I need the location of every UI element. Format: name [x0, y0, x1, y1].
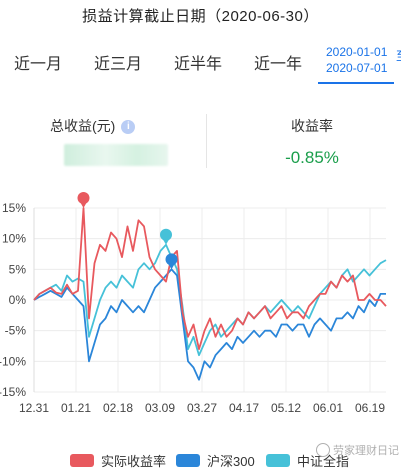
y-tick-label: 15% — [2, 201, 26, 215]
series-line-actual — [33, 207, 387, 351]
y-tick-label: -5% — [5, 324, 27, 338]
y-tick-label: 10% — [2, 232, 26, 246]
return-rate-label: 收益率 — [291, 118, 333, 134]
tab-3m[interactable]: 近三月 — [94, 56, 143, 73]
tab-1y[interactable]: 近一年 — [254, 56, 303, 73]
legend-swatch-zz — [266, 454, 290, 467]
total-income-label: 总收益(元) — [50, 118, 116, 134]
total-income-block: 总收益(元) i — [50, 116, 210, 136]
page-title: 损益计算截止日期（2020-06-30） — [82, 7, 319, 25]
divider — [206, 114, 207, 168]
x-tick-label: 06.19 — [355, 401, 385, 415]
x-tick-label: 04.17 — [229, 401, 259, 415]
x-tick-label: 05.12 — [271, 401, 301, 415]
return-rate-value: -0.85% — [285, 148, 339, 167]
period-tabs: 近一月 近三月 近半年 近一年 2020-01-01 2020-07-01 至 — [0, 40, 401, 84]
marker-pin-hs300 — [165, 253, 178, 266]
legend-label-zz: 中证全指 — [297, 454, 350, 469]
marker-pin-actual — [77, 192, 90, 204]
tab-custom-range[interactable]: 2020-01-01 2020-07-01 至 — [318, 44, 401, 84]
tab-1m[interactable]: 近一月 — [14, 56, 63, 73]
header-bar: 损益计算截止日期（2020-06-30） — [0, 0, 401, 30]
legend-actual[interactable]: 实际收益率 — [70, 451, 166, 470]
range-separator: 至 — [396, 48, 401, 64]
chart-legend: 实际收益率 沪深300 中证全指 — [0, 446, 401, 471]
info-icon[interactable]: i — [121, 120, 136, 134]
series-line-hs300 — [33, 268, 386, 381]
watermark-text: 劳家理财日记 — [333, 445, 399, 457]
y-tick-label: 0% — [9, 293, 27, 307]
y-tick-label: -10% — [0, 354, 26, 368]
x-tick-label: 12.31 — [19, 401, 49, 415]
legend-label-hs300: 沪深300 — [207, 454, 255, 469]
y-tick-label: 5% — [9, 262, 27, 276]
x-tick-label: 03.09 — [145, 401, 175, 415]
active-tab-indicator — [318, 82, 394, 84]
watermark: 劳家理财日记 — [316, 442, 399, 458]
x-tick-label: 02.18 — [103, 401, 133, 415]
return-rate-block: 收益率 -0.85% — [262, 116, 362, 168]
legend-label-actual: 实际收益率 — [101, 454, 167, 469]
legend-swatch-hs300 — [176, 454, 200, 467]
legend-swatch-actual — [70, 454, 94, 467]
marker-pin-zz — [160, 228, 172, 241]
total-income-value-blurred — [64, 144, 168, 166]
series-line-zz — [33, 243, 387, 357]
range-start: 2020-01-01 — [326, 45, 388, 59]
y-tick-label: -15% — [0, 385, 26, 399]
return-line-chart[interactable]: 15% 10% 5% 0% -5% -10% -15% 12.31 01.21 02.18 03.0… — [0, 190, 401, 430]
x-tick-label: 03.27 — [187, 401, 217, 415]
summary-panel: 总收益(元) i 收益率 -0.85% — [0, 110, 401, 170]
legend-zz[interactable]: 中证全指 — [266, 451, 349, 470]
x-tick-label: 06.01 — [313, 401, 343, 415]
wechat-icon — [316, 443, 330, 457]
legend-hs300[interactable]: 沪深300 — [176, 451, 255, 470]
x-tick-label: 01.21 — [61, 401, 91, 415]
tab-6m[interactable]: 近半年 — [174, 56, 223, 73]
range-end: 2020-07-01 — [326, 61, 388, 75]
